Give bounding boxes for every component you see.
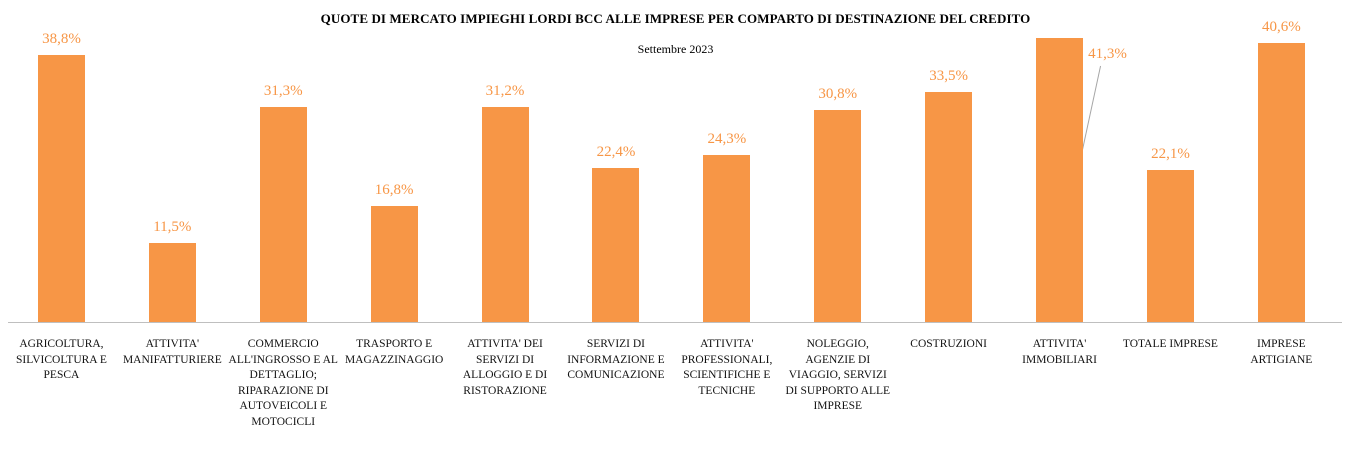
x-tick-label: ATTIVITA' PROFESSIONALI, SCIENTIFICHE E … — [681, 338, 773, 397]
value-label: 40,6% — [1261, 18, 1301, 35]
bar — [259, 106, 307, 322]
bar — [814, 110, 862, 322]
chart-title: QUOTE DI MERCATO IMPIEGHI LORDI BCC ALLE… — [320, 11, 1031, 26]
value-label: 11,5% — [153, 218, 192, 235]
x-tick-label: ATTIVITA' DEI SERVIZI DI ALLOGGIO E DI R… — [462, 338, 548, 397]
x-tick-label: TOTALE IMPRESE — [1122, 338, 1218, 350]
x-tick-label: AGRICOLTURA, SILVICOLTURA E PESCA — [16, 338, 107, 381]
chart-subtitle: Settembre 2023 — [637, 42, 714, 56]
value-label: 31,2% — [485, 83, 525, 100]
bar — [1146, 169, 1194, 322]
x-tick-label: SERVIZI DI INFORMAZIONE E COMUNICAZIONE — [567, 338, 665, 381]
bar — [370, 206, 418, 322]
bar — [1036, 37, 1084, 322]
bar — [703, 154, 751, 322]
value-label: 31,3% — [263, 82, 303, 99]
x-tick-label: IMPRESE ARTIGIANE — [1250, 338, 1313, 366]
value-label: 41,3% — [1088, 46, 1127, 62]
bar — [1257, 42, 1305, 322]
value-label: 30,8% — [818, 86, 858, 103]
bar — [37, 55, 85, 322]
x-tick-label: COSTRUZIONI — [910, 338, 987, 350]
x-tick-label: COMMERCIO ALL'INGROSSO E AL DETTAGLIO; R… — [228, 338, 338, 428]
x-tick-label: ATTIVITA' MANIFATTURIERE — [122, 338, 222, 366]
bar — [148, 242, 196, 322]
x-tick-label: TRASPORTO E MAGAZZINAGGIO — [344, 338, 444, 366]
x-tick-label: ATTIVITA' IMMOBILIARI — [1022, 338, 1097, 366]
value-label: 38,8% — [42, 31, 81, 48]
x-axis-line — [8, 322, 1342, 323]
bar — [925, 91, 973, 322]
value-label: 16,8% — [374, 182, 414, 199]
bar — [592, 167, 640, 322]
value-label: 33,5% — [929, 67, 969, 84]
x-tick-label: NOLEGGIO, AGENZIE DI VIAGGIO, SERVIZI DI… — [785, 338, 891, 412]
bar — [481, 107, 529, 322]
value-label: 24,3% — [707, 130, 747, 147]
value-label: 22,1% — [1151, 145, 1190, 162]
value-label: 22,4% — [596, 143, 636, 160]
